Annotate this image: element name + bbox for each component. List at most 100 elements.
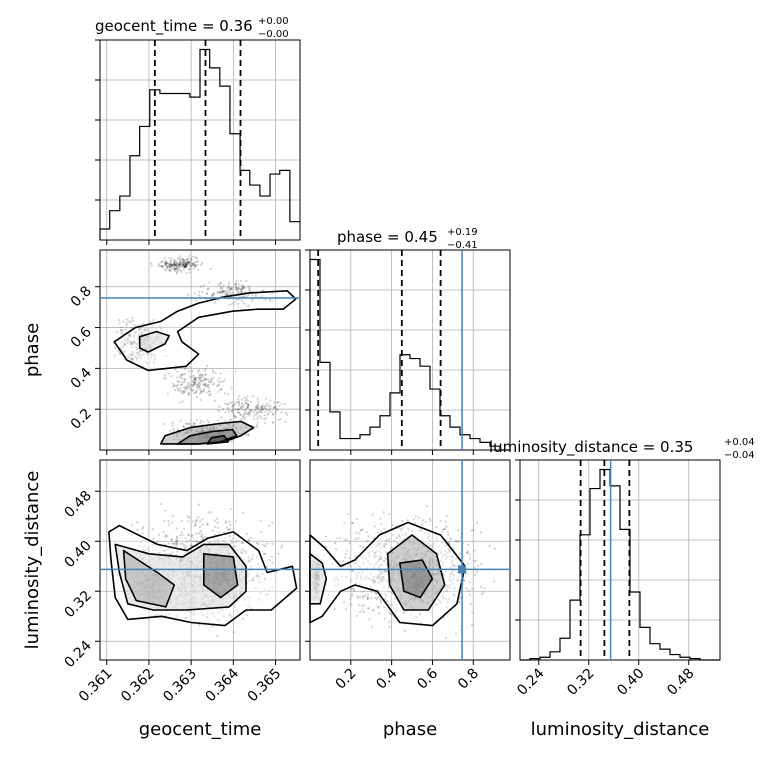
sample-point (193, 382, 196, 385)
sample-point (245, 406, 249, 410)
sample-point (444, 557, 447, 561)
sample-point (250, 294, 253, 297)
sample-point (395, 524, 398, 528)
sample-point (432, 542, 436, 545)
sample-point (142, 322, 145, 325)
sample-point (198, 374, 202, 377)
sample-point (382, 559, 386, 562)
sample-point (244, 410, 247, 413)
sample-point (247, 596, 250, 599)
sample-point (182, 391, 186, 395)
sample-point (264, 552, 267, 555)
sample-point (439, 601, 442, 604)
sample-point (351, 521, 354, 525)
sample-point (248, 288, 251, 291)
sample-point (482, 591, 485, 594)
sample-point (256, 407, 259, 410)
sample-point (206, 364, 209, 368)
sample-point (448, 578, 451, 581)
sample-point (246, 412, 250, 415)
sample-point (220, 287, 223, 290)
sample-point (194, 377, 198, 380)
sample-point (428, 535, 431, 538)
sample-point (373, 555, 376, 558)
sample-point (189, 544, 192, 547)
sample-point (230, 440, 233, 443)
sample-point (228, 523, 232, 526)
sample-point (184, 616, 187, 619)
sample-point (172, 427, 175, 431)
sample-point (261, 408, 264, 411)
sample-point (261, 572, 264, 576)
sample-point (182, 543, 186, 547)
sample-point (225, 289, 228, 292)
sample-point (377, 581, 380, 584)
sample-point (199, 285, 203, 288)
sample-point (179, 374, 182, 378)
sample-point (188, 264, 192, 267)
sample-point (406, 527, 409, 530)
sample-point (471, 587, 474, 591)
x-tick-label: 0.40 (614, 666, 647, 699)
sample-point (237, 398, 240, 401)
sample-point (152, 543, 155, 546)
sample-point (451, 572, 454, 575)
sample-point (243, 412, 246, 415)
sample-point (193, 377, 196, 380)
sample-point (136, 358, 139, 362)
sample-point (194, 376, 197, 379)
sample-point (402, 620, 406, 623)
sample-point (171, 267, 174, 270)
sample-point (197, 381, 200, 385)
sample-point (441, 594, 444, 598)
sample-point (222, 539, 225, 542)
sample-point (238, 404, 241, 407)
sample-point (387, 590, 390, 594)
sample-point (350, 569, 354, 572)
sample-point (371, 580, 374, 583)
sample-point (280, 402, 283, 405)
sample-point (267, 412, 270, 415)
sample-point (224, 521, 227, 524)
sample-point (206, 522, 209, 525)
sample-point (226, 408, 230, 411)
sample-point (389, 604, 392, 607)
sample-point (154, 326, 157, 330)
sample-point (203, 382, 206, 386)
sample-point (225, 292, 228, 296)
sample-point (252, 410, 256, 413)
sample-point (396, 536, 399, 539)
sample-point (191, 264, 194, 267)
sample-point (184, 390, 187, 393)
sample-point (135, 347, 138, 351)
sample-point (169, 259, 172, 262)
sample-point (163, 261, 166, 264)
sample-point (161, 260, 164, 264)
sample-point (210, 377, 213, 381)
sample-point (130, 533, 134, 536)
sample-point (188, 268, 191, 271)
sample-point (164, 264, 168, 267)
sample-point (214, 525, 217, 528)
sample-point (179, 258, 182, 261)
sample-point (235, 286, 238, 289)
sample-point (248, 304, 251, 307)
sample-point (120, 328, 123, 332)
sample-point (493, 580, 496, 583)
sample-point (373, 575, 376, 578)
sample-point (441, 565, 444, 568)
sample-point (216, 541, 220, 544)
sample-point (216, 539, 219, 542)
sample-point (362, 546, 365, 549)
sample-point (232, 304, 236, 307)
sample-point (250, 300, 254, 303)
sample-point (254, 294, 257, 297)
sample-point (191, 380, 194, 383)
sample-point (173, 263, 176, 266)
sample-point (334, 548, 338, 551)
sample-point (245, 279, 248, 282)
sample-point (186, 258, 189, 261)
sample-point (172, 261, 176, 265)
sample-point (230, 615, 233, 618)
sample-point (183, 378, 187, 381)
